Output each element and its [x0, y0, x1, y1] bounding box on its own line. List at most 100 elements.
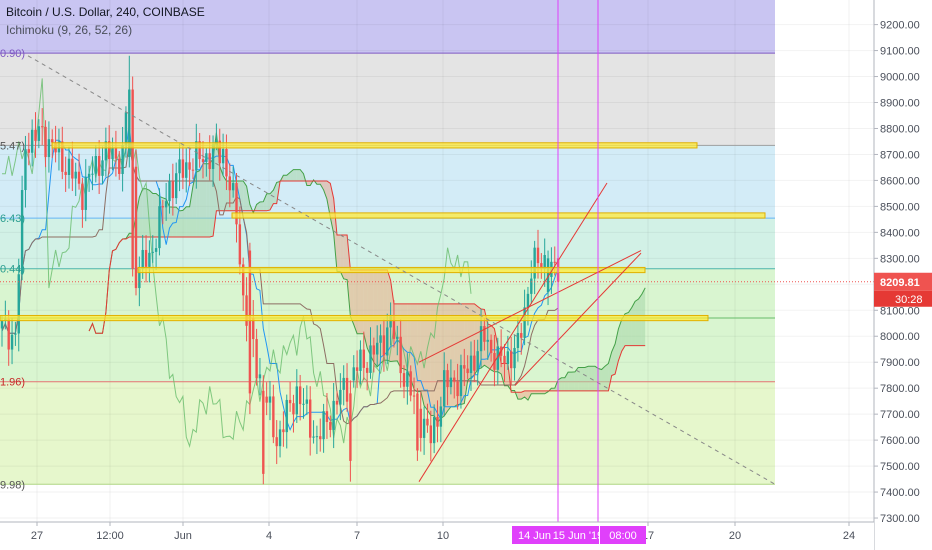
candle — [188, 162, 191, 170]
price-axis[interactable]: 9200.00 9100.00 9000.00 8900.00 8800.00 8700.… — [873, 0, 932, 550]
trend-line[interactable] — [418, 182, 608, 482]
cloud-segment — [139, 188, 143, 237]
candle — [339, 389, 342, 405]
candle — [208, 153, 211, 169]
cloud-segment — [531, 390, 535, 394]
candle — [231, 183, 235, 191]
candle — [97, 155, 101, 176]
candle — [128, 89, 131, 158]
drawings[interactable] — [0, 0, 874, 522]
candle — [20, 190, 24, 275]
time-tick-label: Jun — [174, 530, 192, 542]
cloud-segment — [286, 172, 291, 181]
highlight-zone[interactable] — [51, 142, 698, 149]
candle — [486, 339, 489, 342]
price-tick-label: 8000.00 — [880, 331, 920, 343]
candle — [148, 252, 151, 267]
cloud-segment — [574, 367, 579, 391]
candle — [469, 355, 473, 374]
cloud-segment — [427, 303, 431, 416]
highlight-zone[interactable] — [137, 266, 646, 274]
candle — [526, 293, 530, 308]
candle — [365, 367, 369, 373]
cloud-segment — [601, 366, 605, 391]
fib-zone — [0, 218, 775, 269]
candle — [225, 149, 228, 177]
candle — [319, 436, 322, 440]
fib-level-label: 0.44) — [0, 264, 25, 276]
cloud-segment — [417, 303, 421, 392]
candle — [218, 140, 221, 164]
cloud-segment — [199, 163, 203, 237]
price-tick-label: 7700.00 — [880, 409, 920, 421]
candle — [51, 139, 54, 143]
candles — [0, 55, 560, 485]
price-tick-label: 8900.00 — [880, 98, 920, 110]
cloud-segment — [407, 303, 411, 379]
price-tick-label: 7400.00 — [880, 487, 920, 499]
trend-line[interactable] — [514, 252, 642, 386]
candle — [288, 399, 292, 404]
fib-level-label: 1.96) — [0, 377, 25, 389]
cloud-segment — [166, 198, 170, 237]
crosshair-date-badge — [512, 526, 557, 544]
candle — [275, 437, 278, 447]
cloud-segment — [551, 388, 555, 391]
highlight-zone[interactable] — [0, 314, 709, 322]
candle — [372, 345, 376, 355]
cloud-segment — [635, 298, 639, 346]
cloud-segment — [206, 163, 210, 237]
candle — [195, 141, 198, 171]
trend-line[interactable] — [418, 250, 642, 363]
candle — [496, 346, 499, 370]
cloud-segment — [189, 185, 193, 237]
current-price-badge — [874, 272, 932, 291]
cloud-segment — [149, 190, 153, 237]
price-tick-label: 7600.00 — [880, 435, 920, 447]
cloud-segment — [437, 303, 441, 423]
candle — [540, 263, 543, 269]
candle — [536, 247, 540, 264]
price-tick-label: 9000.00 — [880, 72, 920, 84]
candle — [489, 339, 493, 353]
price-tick-label: 8700.00 — [880, 149, 920, 161]
cloud-segment — [584, 366, 589, 391]
candle — [392, 316, 396, 339]
countdown-label: 30:28 — [895, 294, 923, 306]
cloud-segment — [605, 363, 609, 391]
candle — [118, 158, 121, 174]
candle — [141, 249, 144, 269]
span-a-line — [88, 132, 646, 424]
cloud-segment — [169, 206, 173, 237]
candle — [111, 148, 114, 160]
cloud-segment — [481, 308, 485, 369]
candle — [101, 160, 104, 176]
time-tick-label: 27 — [31, 530, 43, 542]
cloud-segment — [430, 303, 435, 416]
price-tick-label: 9100.00 — [880, 46, 920, 58]
cloud-segment — [410, 303, 415, 390]
candle — [530, 278, 533, 294]
indicator-legend[interactable]: Ichimoku (9, 26, 52, 26) — [6, 23, 133, 37]
candle — [345, 377, 349, 402]
cloud-segment — [347, 234, 351, 317]
candle — [449, 377, 453, 388]
fib-level-label: 0.90) — [0, 48, 25, 60]
candle — [138, 268, 141, 289]
time-tick-label: 12:00 — [96, 530, 124, 542]
cloud-segment — [631, 301, 636, 346]
candle — [235, 183, 238, 225]
cloud-segment — [628, 307, 632, 346]
highlight-zone[interactable] — [231, 212, 766, 219]
candle — [17, 274, 20, 334]
candle — [64, 171, 67, 175]
cloud-segment — [296, 169, 301, 181]
candle — [61, 141, 64, 172]
candle — [429, 425, 432, 444]
cloud-segment — [504, 363, 508, 386]
fib-level-label: 5.47) — [0, 140, 25, 152]
candle — [436, 417, 439, 427]
